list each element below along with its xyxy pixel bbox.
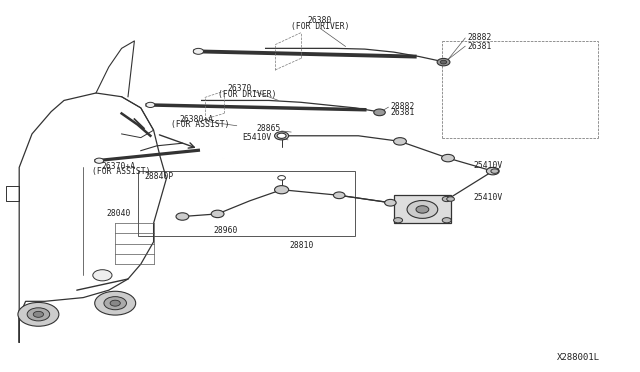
Circle shape bbox=[110, 300, 120, 306]
Circle shape bbox=[211, 210, 224, 218]
Circle shape bbox=[33, 311, 44, 317]
Circle shape bbox=[93, 270, 112, 281]
Circle shape bbox=[278, 176, 285, 180]
Text: 28810: 28810 bbox=[290, 241, 314, 250]
Circle shape bbox=[442, 154, 454, 162]
Circle shape bbox=[486, 167, 499, 175]
Circle shape bbox=[442, 218, 451, 223]
Text: 25410V: 25410V bbox=[474, 161, 503, 170]
Circle shape bbox=[95, 158, 104, 163]
Circle shape bbox=[491, 169, 499, 173]
Circle shape bbox=[416, 206, 429, 213]
Circle shape bbox=[146, 102, 155, 108]
Text: 28040: 28040 bbox=[107, 209, 131, 218]
Circle shape bbox=[440, 60, 447, 64]
Circle shape bbox=[275, 186, 289, 194]
Text: 28840P: 28840P bbox=[144, 172, 173, 181]
Circle shape bbox=[176, 213, 189, 220]
Circle shape bbox=[95, 291, 136, 315]
Circle shape bbox=[374, 109, 385, 116]
Text: (FOR ASSIST): (FOR ASSIST) bbox=[92, 167, 150, 176]
Text: 26370+A: 26370+A bbox=[101, 162, 135, 171]
Text: 26380+A: 26380+A bbox=[179, 115, 213, 124]
Circle shape bbox=[394, 138, 406, 145]
Text: 26370: 26370 bbox=[227, 84, 252, 93]
Circle shape bbox=[407, 201, 438, 218]
Text: E5410V: E5410V bbox=[242, 133, 271, 142]
Bar bbox=[138, 171, 355, 236]
Text: (FOR ASSIST): (FOR ASSIST) bbox=[171, 120, 229, 129]
Circle shape bbox=[394, 218, 403, 223]
Circle shape bbox=[277, 133, 286, 138]
Circle shape bbox=[437, 58, 450, 66]
Text: 25410V: 25410V bbox=[474, 193, 503, 202]
Text: 26381: 26381 bbox=[467, 42, 492, 51]
Circle shape bbox=[447, 197, 454, 201]
Text: 28882: 28882 bbox=[467, 33, 492, 42]
Text: 26380: 26380 bbox=[308, 16, 332, 25]
Circle shape bbox=[104, 296, 127, 310]
Circle shape bbox=[333, 192, 345, 199]
Text: 28882: 28882 bbox=[390, 102, 415, 110]
Circle shape bbox=[27, 308, 50, 321]
Circle shape bbox=[275, 132, 289, 140]
Text: X288001L: X288001L bbox=[557, 353, 600, 362]
Text: (FOR DRIVER): (FOR DRIVER) bbox=[218, 90, 276, 99]
Circle shape bbox=[385, 199, 396, 206]
Text: 26381: 26381 bbox=[390, 108, 415, 117]
Circle shape bbox=[442, 196, 451, 202]
Circle shape bbox=[193, 48, 204, 54]
Bar bbox=[394, 195, 451, 223]
Text: 28960: 28960 bbox=[214, 226, 238, 235]
Text: 28865: 28865 bbox=[256, 124, 280, 133]
Circle shape bbox=[18, 302, 59, 326]
Text: (FOR DRIVER): (FOR DRIVER) bbox=[291, 22, 349, 31]
